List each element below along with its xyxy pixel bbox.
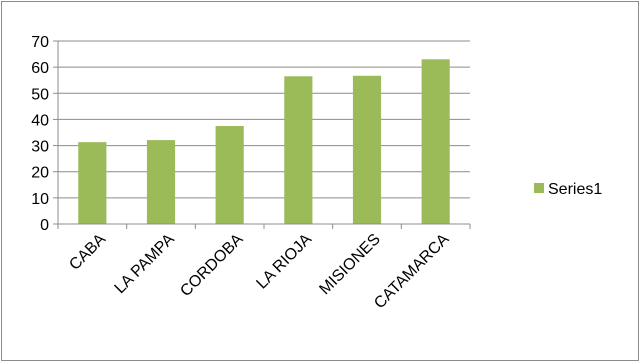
legend-label: Series1 bbox=[548, 181, 602, 198]
y-tick-label: 30 bbox=[31, 139, 49, 156]
x-tick-label: LA PAMPA bbox=[112, 231, 179, 298]
x-tick-label: CORDOBA bbox=[177, 231, 246, 300]
bar bbox=[421, 59, 450, 224]
y-tick-labels: 0 10 20 30 40 50 60 70 bbox=[31, 34, 49, 234]
y-tick-label: 70 bbox=[31, 34, 49, 51]
bar bbox=[352, 75, 382, 225]
y-tick-label: 10 bbox=[31, 191, 49, 208]
y-tick-label: 40 bbox=[31, 112, 49, 129]
x-tick-label: MISIONES bbox=[316, 231, 383, 298]
bar bbox=[215, 125, 244, 224]
legend: Series1 bbox=[534, 181, 602, 198]
y-tick-label: 0 bbox=[40, 217, 49, 234]
bar bbox=[146, 140, 176, 224]
x-tick-label: CABA bbox=[66, 231, 109, 274]
legend-swatch bbox=[534, 183, 544, 193]
y-tick-label: 60 bbox=[31, 60, 49, 77]
y-tick-label: 20 bbox=[31, 165, 49, 182]
x-tick-labels: CABA LA PAMPA CORDOBA LA RIOJA MISIONESCATAM… bbox=[66, 231, 452, 313]
x-tick-label: LA RIOJA bbox=[253, 231, 315, 293]
y-tick-label: 50 bbox=[31, 86, 49, 103]
bar bbox=[78, 142, 107, 224]
gridlines bbox=[58, 40, 470, 199]
bar bbox=[284, 76, 313, 225]
bars bbox=[78, 59, 450, 225]
axes bbox=[53, 40, 471, 229]
